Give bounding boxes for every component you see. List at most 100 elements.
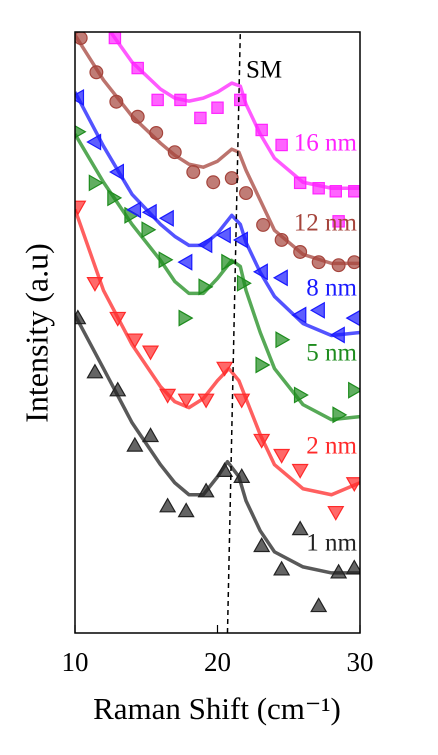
series-label: 8 nm (306, 275, 357, 302)
series-label: 2 nm (306, 433, 357, 460)
data-point (159, 497, 177, 513)
data-point (167, 145, 182, 160)
data-point (75, 88, 85, 107)
data-point (177, 393, 195, 409)
data-point (239, 186, 253, 201)
data-point (197, 393, 215, 409)
data-point (291, 306, 307, 324)
data-point (216, 361, 234, 377)
data-point (312, 182, 325, 195)
data-point (255, 356, 271, 374)
x-tick-label: 30 (347, 647, 374, 677)
data-point (221, 253, 237, 271)
data-point (141, 345, 160, 361)
data-point (291, 520, 309, 536)
data-point (236, 274, 252, 292)
data-point (310, 597, 328, 613)
plot-area (75, 32, 360, 633)
data-point (107, 189, 123, 207)
series-label: 12 nm (294, 210, 358, 237)
series-label: 5 nm (306, 340, 357, 367)
data-point (216, 462, 234, 477)
fit-curve (109, 32, 360, 191)
fit-curve (75, 91, 360, 338)
data-point (149, 125, 164, 140)
data-point (329, 185, 342, 198)
data-point (348, 185, 360, 198)
data-point (197, 236, 213, 254)
data-point (130, 109, 145, 124)
data-point (309, 301, 325, 319)
sm-label: SM (246, 57, 282, 84)
fit-curve (75, 208, 360, 497)
data-point (109, 311, 127, 327)
data-point (330, 563, 348, 579)
data-point (108, 32, 122, 45)
data-point (75, 125, 87, 139)
series-label: 16 nm (294, 130, 358, 157)
data-point (109, 163, 124, 181)
data-point (89, 65, 104, 80)
data-point (275, 138, 288, 152)
data-point (86, 363, 104, 379)
data-point (273, 448, 291, 464)
data-point (233, 231, 248, 249)
data-point (256, 217, 271, 232)
data-point (291, 463, 309, 479)
sm-line (226, 32, 242, 633)
data-point (75, 32, 88, 45)
data-point (272, 269, 288, 287)
data-point (345, 309, 360, 327)
data-point (224, 171, 239, 186)
data-point (151, 93, 164, 107)
x-tick-label: 10 (62, 647, 89, 677)
data-point (293, 244, 308, 259)
data-point (311, 255, 326, 270)
data-point (126, 436, 144, 452)
data-point (234, 93, 247, 107)
x-axis-label: Raman Shift (cm⁻¹) (93, 691, 341, 726)
data-point (109, 381, 127, 397)
data-point (86, 133, 102, 151)
data-point (253, 433, 271, 449)
series-label: 1 nm (306, 530, 357, 557)
data-point (174, 93, 187, 107)
data-point (293, 386, 309, 404)
data-point (197, 482, 215, 498)
data-point (131, 61, 144, 75)
data-point (332, 406, 348, 424)
data-point (332, 215, 345, 228)
data-point (233, 468, 251, 483)
data-point (233, 393, 251, 409)
data-point (141, 203, 157, 221)
x-tick-label: 20 (204, 647, 231, 677)
data-point (331, 258, 346, 273)
data-point (178, 309, 194, 327)
data-point (177, 253, 193, 271)
data-point (215, 226, 231, 244)
data-point (158, 209, 174, 227)
data-point (141, 427, 160, 443)
data-point (126, 201, 142, 219)
fit-curve (75, 133, 360, 422)
data-point (75, 309, 87, 325)
data-point (109, 94, 124, 109)
data-point (159, 388, 177, 404)
data-point (329, 326, 345, 344)
data-point (158, 251, 174, 269)
y-axis-label: Intensity (a.u) (18, 243, 54, 423)
data-point (273, 560, 291, 576)
data-point (88, 174, 104, 192)
data-point (293, 176, 307, 190)
data-point (211, 101, 224, 114)
data-point (274, 232, 289, 247)
data-point (345, 559, 360, 575)
data-point (252, 263, 268, 281)
data-point (206, 175, 221, 190)
data-point (327, 505, 345, 521)
data-point (86, 276, 104, 292)
data-point (75, 200, 87, 216)
data-point (255, 123, 268, 137)
data-point (348, 381, 360, 399)
